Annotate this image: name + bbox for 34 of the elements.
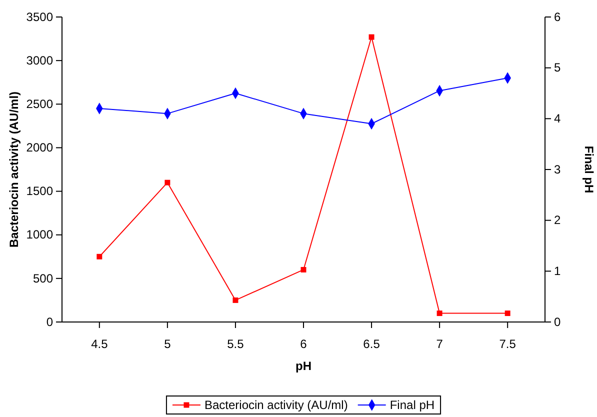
y-tick-label: 1500	[26, 184, 54, 198]
x-tick-label: 6.5	[363, 336, 380, 351]
y2-tick-label: 5	[554, 60, 561, 75]
y2-tick-label: 4	[554, 112, 561, 126]
y2-tick-label: 6	[554, 10, 561, 24]
y2-tick-label: 1	[554, 264, 561, 278]
point	[96, 254, 102, 260]
y2-axis-title: Final pH	[582, 146, 596, 194]
x-axis-title: pH	[296, 359, 312, 373]
point	[368, 34, 374, 40]
y-tick-label: 3000	[26, 53, 54, 68]
y-tick-label: 1000	[26, 228, 54, 242]
x-tick-label: 5	[164, 336, 172, 351]
x-tick-label: 5.5	[227, 336, 244, 351]
point	[300, 266, 306, 272]
point	[504, 310, 510, 316]
point	[232, 297, 238, 303]
point	[164, 180, 170, 186]
x-tick-label: 7	[436, 336, 444, 351]
y2-tick-label: 0	[554, 314, 561, 329]
point	[436, 310, 442, 316]
y-tick-label: 3500	[26, 10, 54, 24]
y-tick-label: 500	[32, 271, 54, 286]
x-tick-label: 6	[300, 336, 308, 351]
y-tick-label: 2000	[26, 140, 54, 155]
y2-tick-label: 3	[554, 162, 561, 176]
y-tick-label: 2500	[26, 96, 54, 111]
legend-label: Bacteriocin activity (AU/ml)	[204, 398, 348, 412]
x-tick-label: 4.5	[91, 336, 108, 351]
legend-label: Final pH	[390, 398, 435, 412]
y-tick-label: 0	[46, 314, 54, 329]
y-axis-title: Bacteriocin activity (AU/ml)	[7, 91, 21, 248]
y2-tick-label: 2	[554, 213, 561, 228]
x-tick-label: 7.5	[499, 336, 516, 351]
